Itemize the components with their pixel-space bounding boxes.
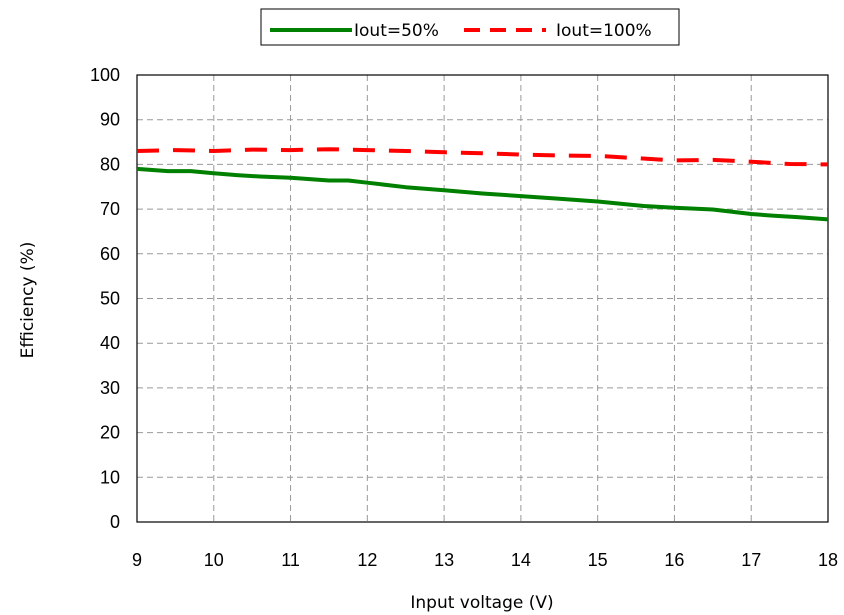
y-tick-label: 70 [100, 199, 120, 219]
y-tick-label: 20 [100, 423, 120, 443]
series-layer [136, 147, 829, 222]
grid [137, 75, 828, 522]
y-tick-label: 60 [100, 244, 120, 264]
y-tick-label: 80 [100, 154, 120, 174]
y-tick-label: 10 [100, 467, 120, 487]
legend-label-iout-50: Iout=50% [354, 21, 439, 41]
legend-label-iout-100: Iout=100% [556, 21, 652, 41]
series-line-iout-100 [136, 147, 829, 167]
x-tick-label: 16 [664, 550, 684, 570]
x-tick-label: 11 [281, 550, 300, 570]
y-tick-label: 90 [100, 110, 120, 130]
y-tick-label: 100 [90, 65, 120, 85]
x-axis-label: Input voltage (V) [410, 593, 553, 613]
y-tick-label: 0 [110, 512, 120, 532]
plot-area [136, 74, 829, 523]
x-tick-label: 17 [741, 550, 761, 570]
legend: Iout=50% Iout=100% [260, 8, 680, 46]
x-tick-label: 15 [588, 550, 608, 570]
x-tick-label: 18 [818, 550, 838, 570]
y-axis-label: Efficiency (%) [18, 242, 38, 359]
x-axis-ticks: 9 10 11 12 13 14 15 16 17 18 [132, 550, 838, 570]
x-tick-label: 14 [511, 550, 531, 570]
y-tick-label: 30 [100, 378, 120, 398]
y-tick-label: 50 [100, 289, 120, 309]
y-axis-ticks: 0 10 20 30 40 50 60 70 80 90 100 [90, 65, 120, 532]
y-tick-label: 40 [100, 333, 120, 353]
legend-box [260, 8, 680, 46]
x-tick-label: 13 [434, 550, 454, 570]
series-line-iout-50 [136, 166, 829, 222]
x-tick-label: 12 [357, 550, 377, 570]
x-tick-label: 10 [204, 550, 224, 570]
x-tick-label: 9 [132, 550, 142, 570]
